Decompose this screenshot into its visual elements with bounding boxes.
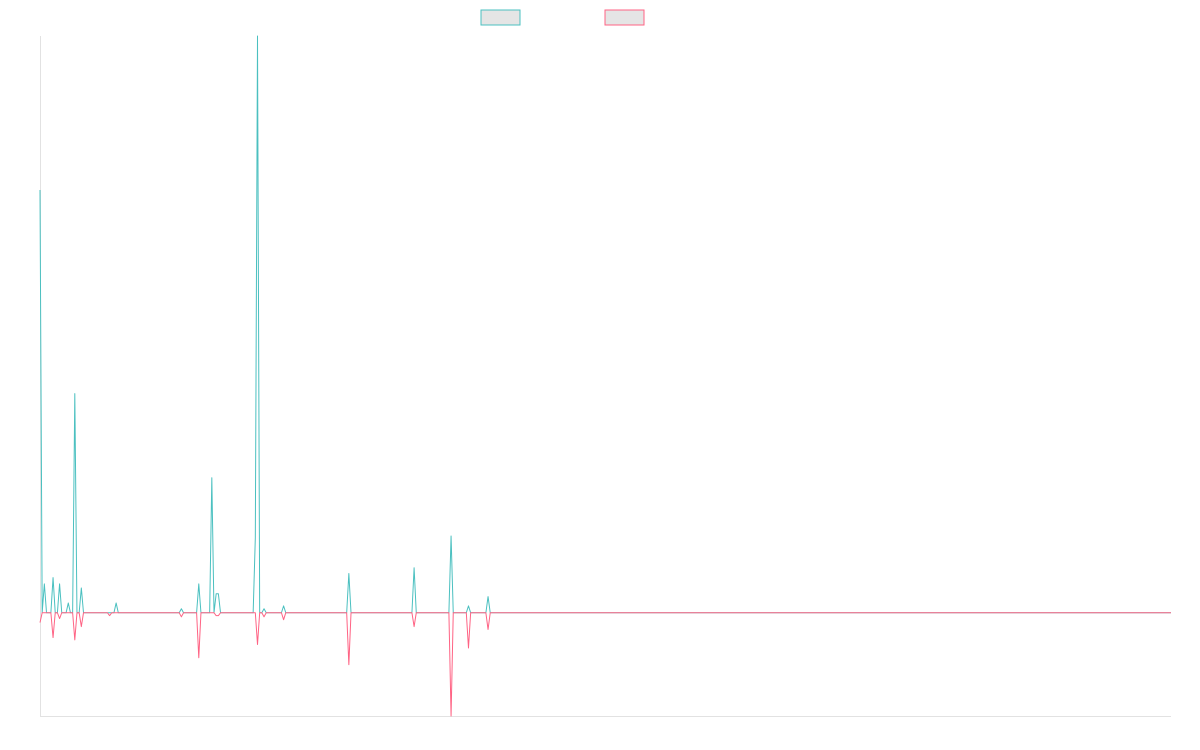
legend — [480, 9, 645, 26]
legend-swatch-1[interactable] — [480, 9, 521, 26]
series-line-1 — [39, 35, 1171, 614]
series-line-2 — [39, 612, 1171, 717]
legend-swatch-2[interactable] — [604, 9, 645, 26]
series-layer — [39, 35, 1171, 717]
